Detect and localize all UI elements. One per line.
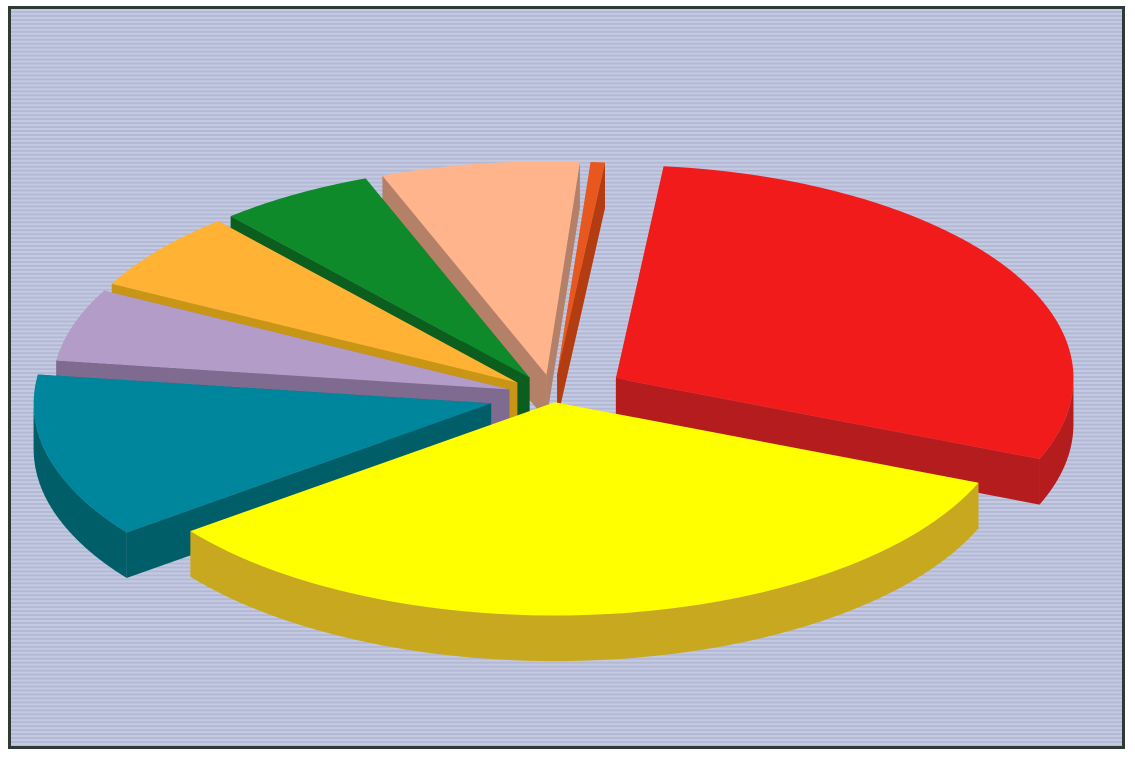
pie-slice-1 [615, 166, 1074, 505]
pie-slice-8 [557, 161, 605, 421]
pie-slice-2 [190, 402, 979, 662]
chart-frame [8, 6, 1125, 749]
pie-chart [11, 9, 1122, 746]
